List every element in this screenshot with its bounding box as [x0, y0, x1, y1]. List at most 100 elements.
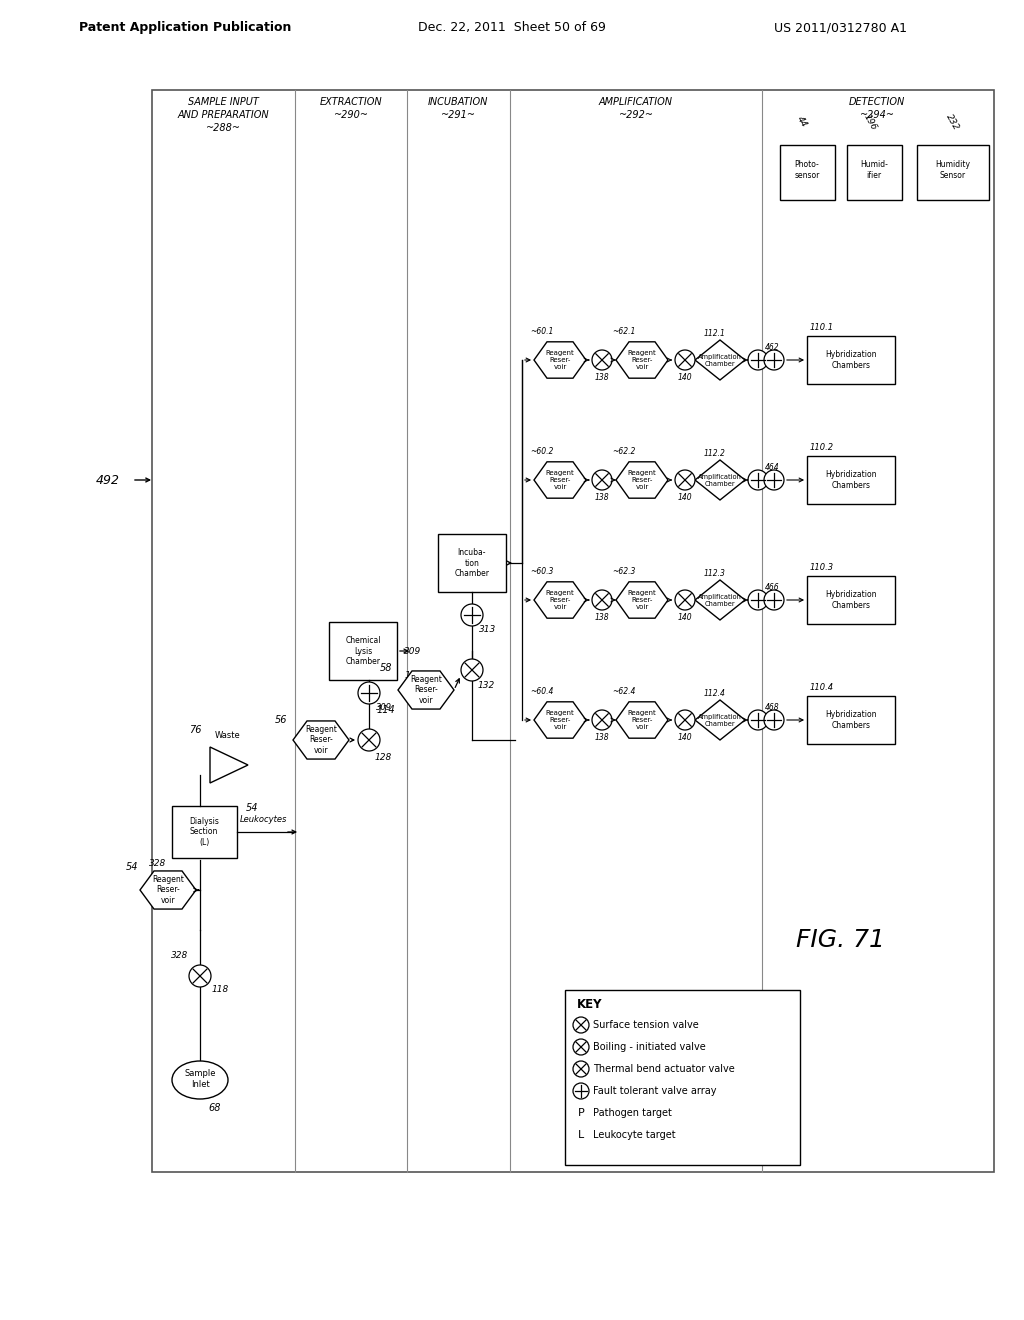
Bar — [847, 145, 902, 201]
Text: 140: 140 — [678, 372, 692, 381]
Text: 112.4: 112.4 — [705, 689, 726, 697]
Polygon shape — [616, 582, 668, 618]
Circle shape — [461, 605, 483, 626]
Text: Reagent
Reser-
voir: Reagent Reser- voir — [546, 710, 574, 730]
Text: Leukocytes: Leukocytes — [240, 816, 287, 825]
Circle shape — [764, 590, 784, 610]
Text: Reagent
Reser-
voir: Reagent Reser- voir — [305, 725, 337, 755]
Text: Reagent
Reser-
voir: Reagent Reser- voir — [628, 590, 656, 610]
Text: Hybridization
Chambers: Hybridization Chambers — [825, 350, 877, 370]
Text: Reagent
Reser-
voir: Reagent Reser- voir — [152, 875, 184, 906]
Circle shape — [675, 590, 695, 610]
Polygon shape — [534, 342, 586, 379]
Text: 468: 468 — [765, 702, 779, 711]
Circle shape — [461, 659, 483, 681]
Text: 140: 140 — [678, 612, 692, 622]
Text: ~294~: ~294~ — [859, 110, 895, 120]
Text: ~291~: ~291~ — [440, 110, 475, 120]
Circle shape — [675, 710, 695, 730]
Polygon shape — [534, 702, 586, 738]
Text: ~292~: ~292~ — [618, 110, 653, 120]
Circle shape — [748, 350, 768, 370]
Text: 128: 128 — [375, 754, 391, 763]
Circle shape — [764, 710, 784, 730]
Text: AND PREPARATION: AND PREPARATION — [177, 110, 269, 120]
Polygon shape — [534, 462, 586, 498]
Text: 110.4: 110.4 — [810, 682, 835, 692]
Text: Dec. 22, 2011  Sheet 50 of 69: Dec. 22, 2011 Sheet 50 of 69 — [418, 21, 606, 34]
Text: Incuba-
tion
Chamber: Incuba- tion Chamber — [455, 548, 489, 578]
Circle shape — [573, 1082, 589, 1100]
Bar — [780, 145, 835, 201]
Circle shape — [748, 710, 768, 730]
Text: 110.2: 110.2 — [810, 442, 835, 451]
Text: Hybridization
Chambers: Hybridization Chambers — [825, 710, 877, 730]
Text: Pathogen target: Pathogen target — [593, 1107, 672, 1118]
Text: P: P — [578, 1107, 585, 1118]
Text: 54: 54 — [126, 862, 138, 873]
Text: 138: 138 — [595, 733, 609, 742]
Circle shape — [675, 470, 695, 490]
Text: US 2011/0312780 A1: US 2011/0312780 A1 — [773, 21, 906, 34]
Text: 76: 76 — [188, 725, 202, 735]
Text: 44: 44 — [796, 115, 809, 129]
Text: Humidity
Sensor: Humidity Sensor — [936, 160, 971, 180]
Text: ~62.4: ~62.4 — [612, 686, 636, 696]
Polygon shape — [398, 671, 454, 709]
Text: 130: 130 — [404, 671, 422, 680]
Text: 313: 313 — [479, 626, 497, 635]
Circle shape — [764, 470, 784, 490]
Text: SAMPLE INPUT: SAMPLE INPUT — [187, 96, 258, 107]
Text: Reagent
Reser-
voir: Reagent Reser- voir — [410, 675, 442, 705]
Text: Reagent
Reser-
voir: Reagent Reser- voir — [546, 350, 574, 370]
Text: 112.1: 112.1 — [705, 329, 726, 338]
Text: 492: 492 — [96, 474, 120, 487]
Circle shape — [573, 1061, 589, 1077]
Polygon shape — [210, 747, 248, 783]
Circle shape — [592, 590, 612, 610]
Circle shape — [573, 1016, 589, 1034]
Text: ~60.3: ~60.3 — [530, 566, 554, 576]
Text: Humid-
ifier: Humid- ifier — [860, 160, 888, 180]
Text: 466: 466 — [765, 582, 779, 591]
Text: KEY: KEY — [577, 998, 602, 1011]
Bar — [807, 337, 895, 384]
Text: ~288~: ~288~ — [206, 123, 241, 133]
Text: Surface tension valve: Surface tension valve — [593, 1020, 698, 1030]
Text: ~60.1: ~60.1 — [530, 326, 554, 335]
Circle shape — [764, 350, 784, 370]
Polygon shape — [534, 582, 586, 618]
Text: 58: 58 — [380, 663, 392, 673]
Polygon shape — [695, 700, 745, 741]
Circle shape — [748, 470, 768, 490]
Polygon shape — [695, 579, 745, 620]
Text: Leukocyte target: Leukocyte target — [593, 1130, 676, 1140]
Text: Photo-
sensor: Photo- sensor — [795, 160, 819, 180]
Text: Patent Application Publication: Patent Application Publication — [79, 21, 291, 34]
Text: 112.2: 112.2 — [705, 449, 726, 458]
Text: ~62.3: ~62.3 — [612, 566, 636, 576]
Bar — [807, 696, 895, 744]
Bar — [565, 990, 800, 1166]
Text: Hybridization
Chambers: Hybridization Chambers — [825, 470, 877, 490]
Text: 462: 462 — [765, 342, 779, 351]
Circle shape — [592, 470, 612, 490]
Text: Reagent
Reser-
voir: Reagent Reser- voir — [546, 470, 574, 490]
Polygon shape — [695, 459, 745, 500]
Text: Amplification
Chamber: Amplification Chamber — [698, 474, 742, 487]
Text: 138: 138 — [595, 372, 609, 381]
Polygon shape — [616, 702, 668, 738]
Text: Reagent
Reser-
voir: Reagent Reser- voir — [628, 350, 656, 370]
Text: 140: 140 — [678, 733, 692, 742]
Text: 328: 328 — [150, 859, 167, 869]
Text: INCUBATION: INCUBATION — [428, 96, 488, 107]
Bar — [918, 145, 989, 201]
Text: Reagent
Reser-
voir: Reagent Reser- voir — [546, 590, 574, 610]
Text: 138: 138 — [595, 492, 609, 502]
Polygon shape — [293, 721, 349, 759]
Text: Amplification
Chamber: Amplification Chamber — [698, 594, 742, 606]
Text: 68: 68 — [209, 1104, 221, 1113]
Text: ~290~: ~290~ — [334, 110, 369, 120]
Text: FIG. 71: FIG. 71 — [796, 928, 885, 952]
Text: Fault tolerant valve array: Fault tolerant valve array — [593, 1086, 717, 1096]
